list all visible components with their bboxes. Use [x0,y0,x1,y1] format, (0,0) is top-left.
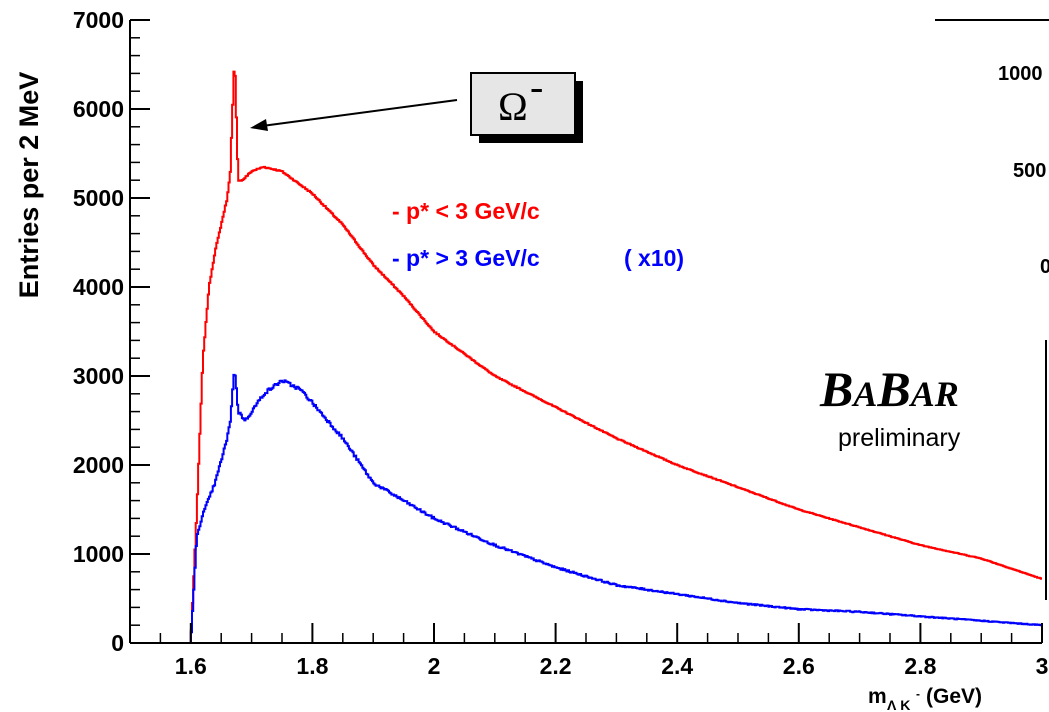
x-tick-label-3: 2.2 [540,653,572,679]
brand-logo: BABAR [819,361,959,417]
y-tick-label-1: 1000 [73,541,124,567]
experiment-brand: BABAR preliminary [819,361,961,452]
legend-entry-low-pstar: - p* < 3 GeV/c [392,198,540,224]
series-0-line [130,70,1042,644]
omega-label: Ω [498,84,528,129]
x-tick-label-1: 1.8 [296,653,328,679]
brand-subtitle: preliminary [838,424,961,452]
omega-arrow-line [261,99,458,127]
inset-tick-label-1: 500 [1013,160,1046,182]
x-tick-label-2: 2 [428,653,441,679]
legend-entry-high-pstar: - p* > 3 GeV/c [392,245,540,271]
y-tick-label-3: 3000 [73,363,124,389]
x-axis-title: m Λ K - (GeV) [868,685,982,712]
x-axis-title-main: m [868,685,887,708]
x-tick-label-5: 2.6 [783,653,815,679]
plot-area [130,70,1042,644]
omega-superscript: - [530,64,543,109]
series-1-histogram [130,373,1042,644]
x-tick-label-6: 2.8 [904,653,936,679]
series-1-line [130,373,1042,644]
omega-annotation: Ω - [250,64,583,143]
y-tick-label-4: 4000 [73,274,124,300]
x-tick-label-7: 3 [1036,653,1049,679]
brand-logo-a1: A [851,374,877,414]
inset-panel: 1000 500 0 [935,19,1049,600]
y-tick-label-6: 6000 [73,96,124,122]
brand-logo-b1: B [819,361,853,417]
y-axis-title: Entries per 2 MeV [14,72,44,299]
y-tick-label-0: 0 [111,630,124,656]
inset-tick-label-2: 0 [1040,256,1049,278]
omega-box [470,72,576,136]
x-axis-title-subscript: Λ K [887,697,910,712]
x-axis-title-superscript: - [916,687,920,701]
series-0-histogram [130,70,1042,644]
x-tick-label-4: 2.4 [661,653,693,679]
legend-entry-high-pstar-scale: ( x10) [624,245,684,271]
x-tick-label-0: 1.6 [175,653,207,679]
inset-tick-label-0: 1000 [998,63,1043,85]
brand-logo-b2: B [876,361,910,417]
omega-arrow-head [250,119,268,131]
y-tick-label-5: 5000 [73,185,124,211]
brand-logo-ar: AR [909,374,959,414]
legend: - p* < 3 GeV/c - p* > 3 GeV/c ( x10) [392,198,684,271]
y-tick-label-2: 2000 [73,452,124,478]
x-axis-title-unit: (GeV) [926,685,982,708]
y-tick-label-7: 7000 [73,7,124,33]
